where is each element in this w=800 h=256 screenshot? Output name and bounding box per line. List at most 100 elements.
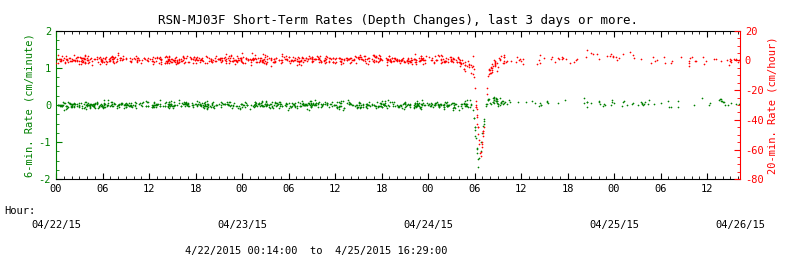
Point <box>407 103 420 107</box>
Point <box>320 102 333 106</box>
Point <box>398 106 410 111</box>
Point <box>598 103 611 108</box>
Point <box>416 103 429 107</box>
Point <box>71 55 84 59</box>
Point <box>301 59 314 63</box>
Point <box>300 56 313 60</box>
Point <box>214 57 226 61</box>
Point <box>321 101 334 105</box>
Point <box>261 57 274 61</box>
Point <box>715 99 728 103</box>
Point <box>662 99 674 103</box>
Point <box>249 101 262 105</box>
Point <box>73 59 86 63</box>
Point <box>481 86 494 90</box>
Point <box>66 58 79 62</box>
Point <box>147 100 160 104</box>
Point <box>440 100 453 104</box>
Point <box>477 124 490 128</box>
Point <box>617 100 630 104</box>
Point <box>362 62 374 66</box>
Point <box>470 105 482 110</box>
Point <box>198 61 211 65</box>
Point <box>439 56 452 60</box>
Point <box>230 58 242 62</box>
Point <box>401 58 414 62</box>
Point <box>470 115 483 120</box>
Point <box>381 60 394 64</box>
Point <box>341 58 354 62</box>
Point <box>330 100 343 104</box>
Point <box>102 57 115 61</box>
Point <box>325 102 338 106</box>
Point <box>593 102 606 106</box>
Point <box>369 55 382 59</box>
Point <box>390 59 403 63</box>
Point <box>190 102 202 106</box>
Point <box>541 100 554 104</box>
Point <box>102 101 114 105</box>
Point <box>311 101 324 105</box>
Point <box>334 56 346 60</box>
Point <box>161 58 174 62</box>
Point <box>393 104 406 108</box>
Point <box>430 100 443 104</box>
Point <box>503 100 516 104</box>
Point <box>403 103 416 107</box>
Point <box>125 60 138 64</box>
Point <box>607 101 620 105</box>
Point <box>408 57 421 61</box>
Point <box>325 57 338 61</box>
Point <box>82 58 95 62</box>
Point <box>170 61 183 65</box>
Point <box>353 55 366 59</box>
Point <box>468 116 481 120</box>
Point <box>546 55 558 59</box>
Point <box>381 57 394 61</box>
Point <box>435 61 448 65</box>
Point <box>517 57 530 61</box>
Point <box>215 100 228 104</box>
Point <box>541 99 554 103</box>
Point <box>514 59 527 63</box>
Point <box>301 106 314 111</box>
Point <box>65 104 78 108</box>
Point <box>239 56 252 60</box>
Point <box>362 59 375 63</box>
Point <box>125 57 138 61</box>
Point <box>223 54 236 58</box>
Point <box>227 58 240 62</box>
Point <box>528 101 541 105</box>
Point <box>353 101 366 105</box>
Point <box>124 59 137 63</box>
Point <box>461 98 474 102</box>
Point <box>409 105 422 109</box>
Point <box>355 103 368 108</box>
Point <box>484 66 497 70</box>
Point <box>708 57 721 61</box>
Point <box>246 51 258 55</box>
Point <box>154 58 167 62</box>
Point <box>206 101 218 105</box>
Point <box>302 57 314 61</box>
Point <box>60 105 73 110</box>
Point <box>314 59 327 63</box>
Point <box>489 61 502 66</box>
Point <box>190 99 203 103</box>
Point <box>456 102 469 106</box>
Point <box>272 102 285 106</box>
Point <box>441 104 454 108</box>
Point <box>724 57 737 61</box>
Point <box>94 57 107 61</box>
Point <box>338 58 350 62</box>
Point <box>510 60 522 64</box>
Point <box>697 55 710 59</box>
Point <box>370 104 382 108</box>
Point <box>60 57 73 61</box>
Point <box>68 58 81 62</box>
Point <box>373 59 386 63</box>
Point <box>161 55 174 59</box>
Point <box>178 101 191 105</box>
Point <box>187 61 200 65</box>
Point <box>293 60 306 64</box>
